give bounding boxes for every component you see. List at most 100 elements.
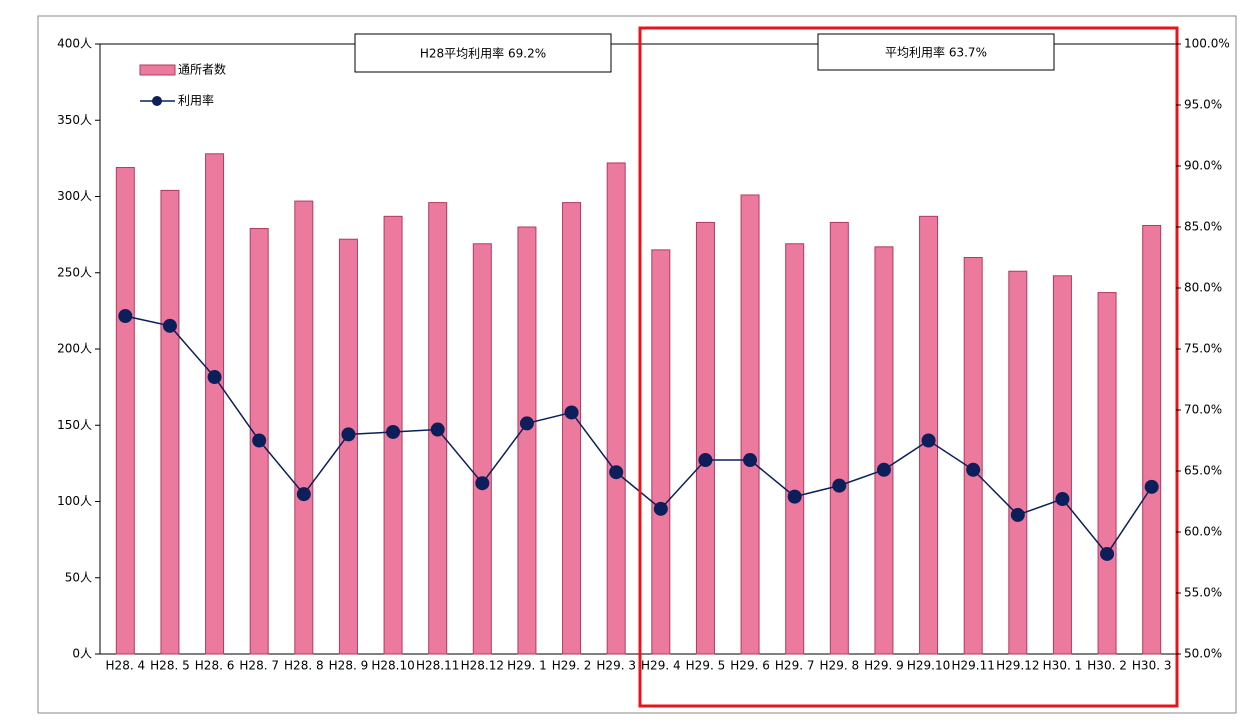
x-tick-label: H29. 4 [641, 659, 681, 673]
line-marker [430, 422, 445, 437]
y2-tick-label: 100.0% [1184, 37, 1230, 51]
x-tick-label: H28. 8 [284, 659, 324, 673]
y2-tick-label: 95.0% [1184, 98, 1222, 112]
line-marker [296, 487, 311, 502]
line-marker [1144, 479, 1159, 494]
x-tick-label: H29. 5 [686, 659, 726, 673]
x-tick-label: H28.12 [461, 659, 504, 673]
bar [651, 249, 671, 655]
y2-tick-label: 80.0% [1184, 281, 1222, 295]
line-marker [252, 433, 267, 448]
bar [1008, 270, 1028, 655]
y-tick-label: 250人 [57, 265, 92, 279]
bar [517, 226, 537, 655]
bar [1097, 292, 1117, 655]
line-marker [787, 489, 802, 504]
line-marker [876, 462, 891, 477]
bar [338, 238, 358, 655]
bar [963, 257, 983, 655]
bar [562, 202, 582, 655]
x-tick-label: H28.10 [371, 659, 414, 673]
line-marker [386, 424, 401, 439]
x-tick-label: H28. 6 [195, 659, 235, 673]
line-marker [341, 427, 356, 442]
legend-label: 利用率 [178, 93, 214, 108]
y-tick-label: 400人 [57, 37, 92, 51]
bar [606, 162, 626, 655]
x-tick-label: H28. 4 [106, 659, 146, 673]
chart-border [37, 15, 1237, 714]
bar [785, 243, 805, 655]
x-tick-label: H29. 2 [552, 659, 592, 673]
line-marker [832, 478, 847, 493]
legend-swatch [139, 64, 176, 76]
annotation: 平均利用率 63.7% [885, 45, 987, 60]
x-tick-label: H28. 5 [150, 659, 190, 673]
x-tick-label: H28.11 [416, 659, 459, 673]
bar [115, 167, 135, 655]
x-tick-label: H30. 1 [1043, 659, 1083, 673]
line-marker [207, 370, 222, 385]
x-tick-label: H29. 1 [507, 659, 547, 673]
y-tick-label: 150人 [57, 418, 92, 432]
y-tick-label: 100人 [57, 494, 92, 508]
x-tick-label: H29. 3 [596, 659, 636, 673]
bar [874, 246, 894, 655]
line-marker [564, 405, 579, 420]
x-tick-label: H28. 9 [329, 659, 369, 673]
bar [294, 200, 314, 655]
x-tick-label: H30. 3 [1132, 659, 1172, 673]
y-tick-label: 350人 [57, 113, 92, 127]
annotation-box [354, 33, 612, 73]
bars [115, 153, 1162, 655]
y2-tick-label: 70.0% [1184, 403, 1222, 417]
line-marker [1055, 492, 1070, 507]
line-marker [921, 433, 936, 448]
highlight-box [638, 26, 1179, 708]
bar [829, 221, 849, 655]
line-marker [162, 318, 177, 333]
y2-tick-label: 55.0% [1184, 586, 1222, 600]
bar [205, 153, 225, 655]
line-marker [1100, 546, 1115, 561]
annotation: H28平均利用率 69.2% [420, 46, 546, 61]
line-marker [743, 453, 758, 468]
y2-tick-label: 65.0% [1184, 464, 1222, 478]
bar [472, 243, 492, 655]
bar [740, 194, 760, 655]
line-marker [966, 462, 981, 477]
y-tick-label: 200人 [57, 342, 92, 356]
y2-tick-label: 90.0% [1184, 159, 1222, 173]
x-tick-label: H28. 7 [239, 659, 279, 673]
x-tick-label: H29. 8 [820, 659, 860, 673]
bar [1052, 275, 1072, 655]
bar [1142, 224, 1162, 655]
bar [160, 189, 180, 655]
line-marker [1010, 507, 1025, 522]
legend-label: 通所者数 [178, 62, 226, 77]
x-tick-label: H30. 2 [1087, 659, 1127, 673]
legend-marker [152, 96, 162, 106]
annotation-box [817, 33, 1055, 71]
x-tick-label: H29.10 [907, 659, 950, 673]
y-tick-label: 50人 [65, 570, 92, 584]
x-tick-label: H29.12 [996, 659, 1039, 673]
x-tick-label: H29.11 [951, 659, 994, 673]
y-tick-label: 0人 [72, 647, 92, 661]
y-tick-label: 300人 [57, 189, 92, 203]
line-marker [118, 309, 133, 324]
line-marker [519, 416, 534, 431]
y2-tick-label: 85.0% [1184, 220, 1222, 234]
x-tick-label: H29. 6 [730, 659, 770, 673]
y2-tick-label: 60.0% [1184, 525, 1222, 539]
y2-tick-label: 75.0% [1184, 342, 1222, 356]
x-tick-label: H29. 7 [775, 659, 815, 673]
line-marker [653, 501, 668, 516]
line-marker [698, 453, 713, 468]
bar [695, 221, 715, 655]
y2-tick-label: 50.0% [1184, 647, 1222, 661]
x-tick-label: H29. 9 [864, 659, 904, 673]
line-marker [609, 465, 624, 480]
line-marker [475, 476, 490, 491]
